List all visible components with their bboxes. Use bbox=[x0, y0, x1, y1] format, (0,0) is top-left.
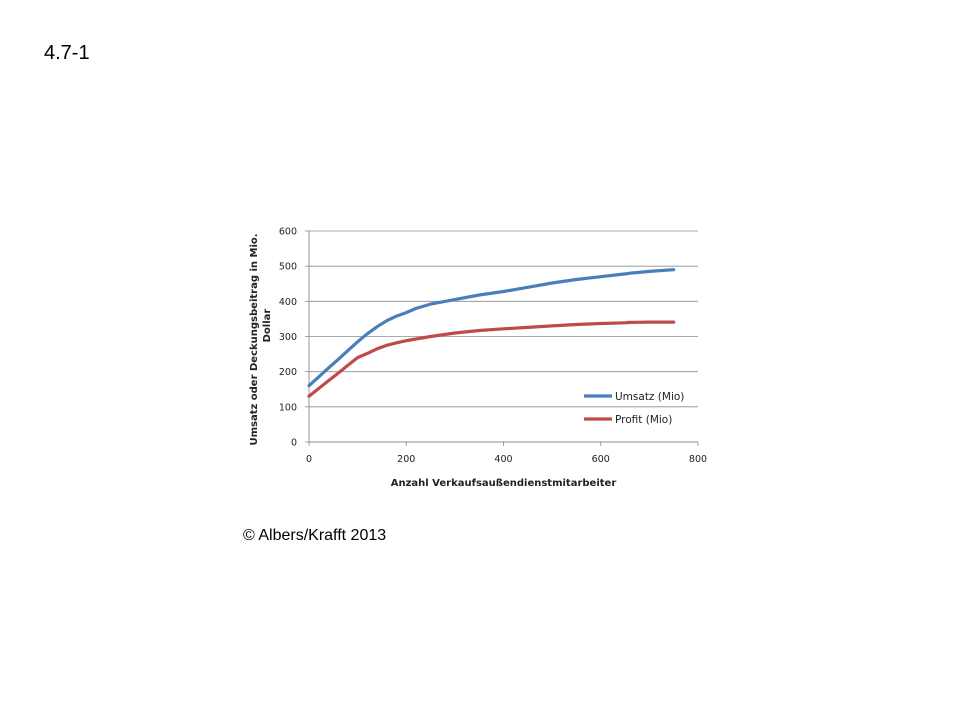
y-tick-label: 0 bbox=[291, 438, 297, 449]
legend-label: Profit (Mio) bbox=[615, 414, 672, 426]
gridlines bbox=[309, 230, 698, 408]
y-tick-label: 400 bbox=[279, 297, 297, 308]
y-tick-labels: 0 100 200 300 400 500 600 bbox=[279, 227, 297, 449]
y-axis-title: Umsatz oder Deckungsbeitrag in Mio. Doll… bbox=[249, 233, 273, 445]
slide-number: 4.7-1 bbox=[44, 42, 90, 64]
legend: Umsatz (Mio) Profit (Mio) bbox=[584, 391, 684, 426]
y-axis-title-line-2: Dollar bbox=[262, 309, 273, 343]
series-line-umsatz bbox=[307, 268, 676, 388]
y-tick-label: 100 bbox=[279, 402, 297, 413]
y-tick-label: 300 bbox=[279, 332, 297, 343]
x-tick-label: 800 bbox=[689, 454, 707, 465]
x-tick-label: 0 bbox=[306, 454, 312, 465]
x-tick-label: 600 bbox=[592, 454, 610, 465]
axes bbox=[305, 230, 699, 446]
y-axis-title-line-1: Umsatz oder Deckungsbeitrag in Mio. bbox=[249, 233, 260, 445]
copyright-notice: © Albers/Krafft 2013 bbox=[243, 527, 387, 544]
y-tick-label: 500 bbox=[279, 262, 297, 273]
x-axis-title: Anzahl Verkaufsaußendienstmitarbeiter bbox=[391, 478, 617, 489]
y-tick-label: 200 bbox=[279, 367, 297, 378]
series-line-profit bbox=[307, 320, 676, 398]
x-tick-label: 400 bbox=[494, 454, 512, 465]
y-tick-label: 600 bbox=[279, 227, 297, 238]
legend-label: Umsatz (Mio) bbox=[615, 391, 684, 403]
x-tick-labels: 0 200 400 600 800 bbox=[306, 454, 707, 465]
x-tick-label: 200 bbox=[397, 454, 415, 465]
series-lines bbox=[307, 268, 676, 398]
